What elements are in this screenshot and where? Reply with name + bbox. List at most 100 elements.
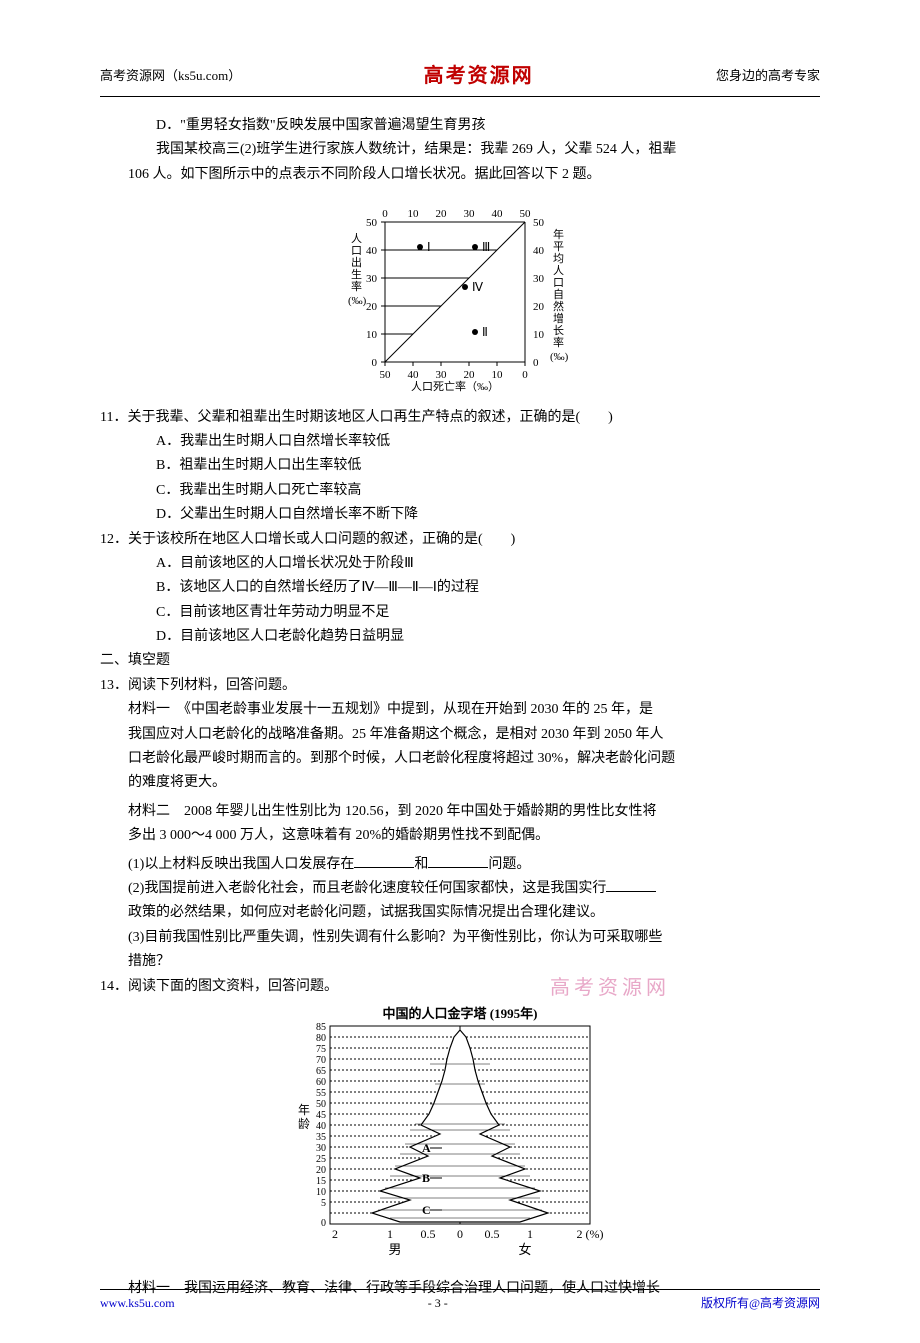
blank-2[interactable] xyxy=(428,854,488,868)
q12-b: B．该地区人口的自然增长经历了Ⅳ—Ⅲ—Ⅱ—Ⅰ的过程 xyxy=(100,577,820,599)
svg-text:50: 50 xyxy=(380,369,392,381)
svg-text:人: 人 xyxy=(553,264,564,277)
q11-b: B．祖辈出生时期人口出生率较低 xyxy=(100,455,820,477)
svg-text:A: A xyxy=(422,1141,431,1155)
svg-text:0.5: 0.5 xyxy=(485,1227,500,1241)
svg-text:平: 平 xyxy=(553,241,564,253)
svg-text:长: 长 xyxy=(553,324,564,337)
blank-1[interactable] xyxy=(354,854,414,868)
page: 高考资源网（ks5u.com） 高考资源网 您身边的高考专家 D．"重男轻女指数… xyxy=(0,0,920,1343)
svg-text:率: 率 xyxy=(553,335,564,349)
q13-m1d: 的难度将更大。 xyxy=(100,772,820,794)
svg-text:20: 20 xyxy=(436,208,448,220)
section-2-title: 二、填空题 xyxy=(100,650,820,672)
svg-text:然: 然 xyxy=(553,299,564,313)
svg-text:40: 40 xyxy=(366,245,378,257)
q13-m1a: 材料一 《中国老龄事业发展十一五规划》中提到，从现在开始到 2030 年的 25… xyxy=(100,699,820,721)
ternary-svg: 0 10 20 30 40 50 50 40 30 20 10 0 50 40 xyxy=(315,192,605,392)
q13-s3a: (3)目前我国性别比严重失调，性别失调有什么影响？为平衡性别比，你认为可采取哪些 xyxy=(100,927,820,949)
svg-text:10: 10 xyxy=(533,329,545,341)
svg-text:0: 0 xyxy=(321,1218,326,1229)
page-footer: www.ks5u.com - 3 - 版权所有@高考资源网 xyxy=(100,1289,820,1313)
header-left: 高考资源网（ks5u.com） xyxy=(100,66,241,87)
q12-stem: 12．关于该校所在地区人口增长或人口问题的叙述，正确的是( ) xyxy=(100,529,820,551)
svg-text:20: 20 xyxy=(464,369,476,381)
svg-text:均: 均 xyxy=(553,252,564,265)
q13-s2: (2)我国提前进入老龄化社会，而且老龄化速度较任何国家都快，这是我国实行 xyxy=(100,878,820,900)
q13-s2a: (2)我国提前进入老龄化社会，而且老龄化速度较任何国家都快，这是我国实行 xyxy=(128,881,606,896)
q13-s1c: 问题。 xyxy=(488,857,530,872)
q12-a: A．目前该地区的人口增长状况处于阶段Ⅲ xyxy=(100,553,820,575)
intro-line2: 106 人。如下图所示中的点表示不同阶段人口增长状况。据此回答以下 2 题。 xyxy=(100,164,820,186)
svg-text:1: 1 xyxy=(527,1227,533,1241)
svg-text:0: 0 xyxy=(522,369,528,381)
svg-text:30: 30 xyxy=(316,1143,326,1154)
svg-text:自: 自 xyxy=(553,288,564,301)
svg-text:50: 50 xyxy=(316,1099,326,1110)
q12-d: D．目前该地区人口老龄化趋势日益明显 xyxy=(100,626,820,648)
q12-c: C．目前该地区青壮年劳动力明显不足 xyxy=(100,602,820,624)
content: D．"重男轻女指数"反映发展中国家普遍渴望生育男孩 我国某校高三(2)班学生进行… xyxy=(100,115,820,1301)
svg-text:出: 出 xyxy=(351,255,362,269)
svg-text:30: 30 xyxy=(464,208,476,220)
svg-text:口: 口 xyxy=(553,277,564,289)
svg-text:20: 20 xyxy=(366,301,378,313)
blank-3[interactable] xyxy=(606,878,656,892)
svg-text:40: 40 xyxy=(316,1121,326,1132)
svg-text:女: 女 xyxy=(518,1242,531,1257)
svg-text:85: 85 xyxy=(316,1022,326,1033)
q11-stem: 11．关于我辈、父辈和祖辈出生时期该地区人口再生产特点的叙述，正确的是( ) xyxy=(100,407,820,429)
svg-text:40: 40 xyxy=(533,245,545,257)
svg-text:人口死亡率（‰）: 人口死亡率（‰） xyxy=(411,379,499,392)
svg-text:35: 35 xyxy=(316,1132,326,1143)
svg-text:Ⅱ: Ⅱ xyxy=(482,325,488,339)
svg-text:10: 10 xyxy=(408,208,420,220)
svg-text:中国的人口金字塔 (1995年): 中国的人口金字塔 (1995年) xyxy=(383,1006,538,1021)
svg-text:5: 5 xyxy=(321,1198,326,1209)
svg-text:10: 10 xyxy=(316,1187,326,1198)
svg-text:0.5: 0.5 xyxy=(421,1227,436,1241)
svg-text:10: 10 xyxy=(492,369,504,381)
footer-page-number: - 3 - xyxy=(428,1294,448,1313)
pyramid-svg: 中国的人口金字塔 (1995年) xyxy=(250,1004,670,1264)
q13-s2b: 政策的必然结果，如何应对老龄化问题，试据我国实际情况提出合理化建议。 xyxy=(100,902,820,924)
svg-text:年: 年 xyxy=(298,1103,310,1117)
svg-text:B: B xyxy=(422,1171,430,1185)
svg-text:2 (%): 2 (%) xyxy=(577,1227,604,1241)
svg-text:0: 0 xyxy=(372,357,378,369)
svg-text:45: 45 xyxy=(316,1110,326,1121)
svg-text:(‰): (‰) xyxy=(550,351,569,363)
svg-text:Ⅰ: Ⅰ xyxy=(427,240,431,254)
svg-text:50: 50 xyxy=(533,217,545,229)
q14-stem: 14．阅读下面的图文资料，回答问题。 xyxy=(100,976,820,998)
svg-text:30: 30 xyxy=(366,273,378,285)
q13-m2b: 多出 3 000～4 000 万人，这意味着有 20%的婚龄期男性找不到配偶。 xyxy=(100,825,820,847)
footer-right: 版权所有@高考资源网 xyxy=(701,1294,820,1313)
q13-m1b: 我国应对人口老龄化的战略准备期。25 年准备期这个概念，是相对 2030 年到 … xyxy=(100,724,820,746)
svg-text:50: 50 xyxy=(366,217,378,229)
q11-a: A．我辈出生时期人口自然增长率较低 xyxy=(100,431,820,453)
header-right: 您身边的高考专家 xyxy=(716,66,820,87)
footer-left[interactable]: www.ks5u.com xyxy=(100,1294,175,1313)
svg-text:口: 口 xyxy=(351,245,362,257)
header-center-logo: 高考资源网 xyxy=(424,60,534,92)
svg-text:40: 40 xyxy=(408,369,420,381)
q13-m2a: 材料二 2008 年婴儿出生性别比为 120.56，到 2020 年中国处于婚龄… xyxy=(100,801,820,823)
q11-c: C．我辈出生时期人口死亡率较高 xyxy=(100,480,820,502)
q13-s3b: 措施？ xyxy=(100,951,820,973)
q13-m1c: 口老龄化最严峻时期而言的。到那个时候，人口老龄化程度将超过 30%，解决老龄化问… xyxy=(100,748,820,770)
svg-text:龄: 龄 xyxy=(298,1117,310,1131)
svg-text:70: 70 xyxy=(316,1055,326,1066)
page-header: 高考资源网（ks5u.com） 高考资源网 您身边的高考专家 xyxy=(100,60,820,97)
svg-text:率: 率 xyxy=(351,279,362,293)
svg-text:生: 生 xyxy=(351,267,362,281)
svg-text:65: 65 xyxy=(316,1066,326,1077)
svg-text:40: 40 xyxy=(492,208,504,220)
svg-text:2: 2 xyxy=(332,1227,338,1241)
option-d-prev: D．"重男轻女指数"反映发展中国家普遍渴望生育男孩 xyxy=(100,115,820,137)
svg-text:1: 1 xyxy=(387,1227,393,1241)
svg-text:15: 15 xyxy=(316,1176,326,1187)
svg-text:人: 人 xyxy=(351,232,362,245)
q13-s1b: 和 xyxy=(414,857,428,872)
svg-text:(‰): (‰) xyxy=(348,295,367,307)
